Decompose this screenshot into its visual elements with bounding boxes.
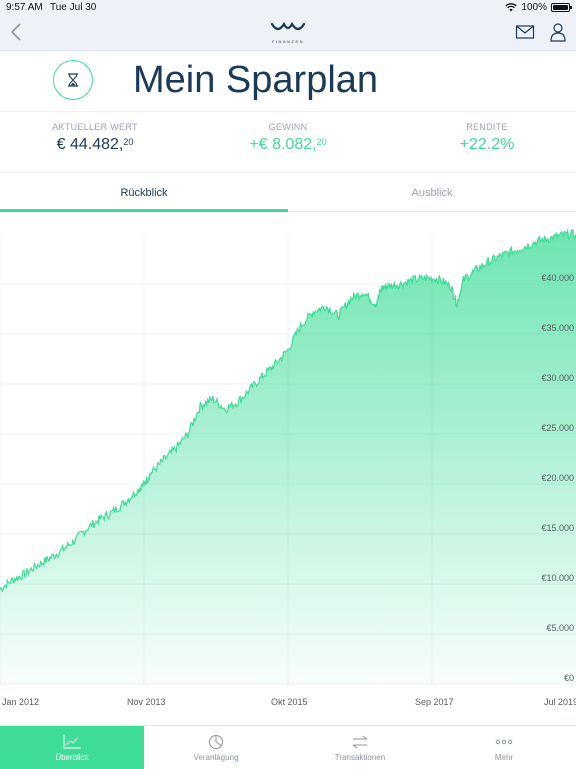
y-tick-label: €5.000	[546, 623, 574, 633]
hourglass-icon	[68, 73, 78, 87]
stat-label: RENDITE	[466, 122, 508, 132]
stat-value-cents: 20	[123, 137, 134, 147]
x-tick-label: Sep 2017	[415, 697, 454, 707]
stat-label: GEWINN	[268, 122, 308, 132]
bottom-tab-label: Veranlagung	[193, 753, 239, 762]
bottom-tab-veranlagung[interactable]: Veranlagung	[144, 726, 288, 769]
page-title: Mein Sparplan	[133, 59, 379, 101]
stat-gain: GEWINN +€ 8.082,20	[238, 122, 338, 154]
stat-label: AKTUELLER WERT	[52, 122, 138, 132]
bottom-tab-label: Überblick	[55, 753, 89, 762]
page-header: Mein Sparplan	[0, 51, 576, 112]
stat-value-main: +€ 8.082,	[249, 136, 317, 153]
stat-value: +22.2%	[437, 136, 537, 154]
stat-value-cents: 20	[316, 137, 327, 147]
bottom-tab-label: Mehr	[494, 753, 514, 762]
stat-return: RENDITE +22.2%	[437, 122, 537, 154]
x-axis-labels: Jan 2012 Nov 2013 Okt 2015 Sep 2017 Jul …	[0, 690, 576, 710]
pie-chart-icon	[209, 735, 223, 749]
y-tick-label: €35.000	[541, 323, 574, 333]
battery-percent: 100%	[521, 2, 547, 13]
status-right: 100%	[505, 2, 572, 13]
bottom-tab-mehr[interactable]: Mehr	[432, 726, 576, 769]
more-dots-icon	[495, 739, 513, 745]
nav-bar: FINANZEN	[0, 16, 576, 51]
y-tick-label: €30.000	[541, 373, 574, 383]
bottom-tab-label: Transaktionen	[334, 753, 386, 762]
user-icon[interactable]	[549, 22, 567, 42]
y-tick-label: €0	[564, 673, 574, 683]
y-tick-label: €10.000	[541, 573, 574, 583]
status-time: 9:57 AM	[6, 2, 43, 13]
brand-logo: FINANZEN	[268, 20, 308, 48]
stat-value: +€ 8.082,20	[238, 136, 338, 154]
tab-ausblick[interactable]: Ausblick	[411, 187, 453, 199]
portfolio-chart[interactable]: €0 €5.000 €10.000 €15.000 €20.000 €25.000 €30.…	[0, 212, 576, 712]
status-bar: 9:57 AM Tue Jul 30 100%	[0, 0, 576, 16]
back-chevron-icon[interactable]	[6, 21, 26, 43]
brand-logo-text: FINANZEN	[272, 39, 304, 44]
mail-icon[interactable]	[515, 24, 535, 40]
y-tick-label: €40.000	[541, 273, 574, 283]
battery-icon	[551, 3, 572, 12]
stat-value: € 44.482,20	[40, 136, 150, 154]
bottom-tab-transaktionen[interactable]: Transaktionen	[288, 726, 432, 769]
y-tick-label: €25.000	[541, 423, 574, 433]
value-area	[0, 229, 576, 684]
x-tick-label: Okt 2015	[271, 697, 308, 707]
tab-rueckblick[interactable]: Rückblick	[120, 187, 168, 199]
stat-value-main: € 44.482,	[56, 136, 124, 153]
y-tick-label: €15.000	[541, 523, 574, 533]
line-chart-icon	[63, 735, 81, 749]
stat-current-value: AKTUELLER WERT € 44.482,20	[40, 122, 150, 154]
stat-value-main: +22.2%	[459, 136, 515, 153]
value-line	[0, 228, 576, 593]
status-date: Tue Jul 30	[50, 2, 97, 13]
active-tab-indicator	[0, 209, 288, 212]
plan-icon-circle	[53, 60, 93, 100]
x-tick-label: Nov 2013	[127, 697, 166, 707]
wifi-icon	[505, 3, 518, 12]
bottom-tab-ueberblick[interactable]: Überblick	[0, 726, 144, 769]
bottom-tab-bar: Überblick Veranlagung Transaktionen Mehr	[0, 725, 576, 769]
stats-summary: AKTUELLER WERT € 44.482,20 GEWINN +€ 8.0…	[0, 112, 576, 173]
brand-mark-icon	[270, 21, 306, 31]
transfer-arrows-icon	[352, 735, 368, 749]
y-tick-label: €20.000	[541, 473, 574, 483]
view-tabs: Rückblick Ausblick	[0, 173, 576, 212]
x-tick-label: Jan 2012	[2, 697, 40, 707]
x-tick-label: Jul 2019	[544, 697, 576, 707]
